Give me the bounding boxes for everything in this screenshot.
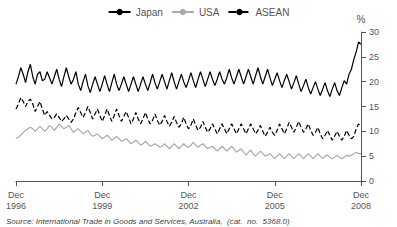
svg-text:Japan: Japan [136, 7, 163, 18]
svg-text:Dec: Dec [353, 190, 370, 200]
svg-text:25: 25 [369, 52, 379, 62]
svg-text:Source: International Trade in: Source: International Trade in Goods and… [6, 217, 290, 226]
svg-text:%: % [357, 14, 366, 25]
svg-text:Dec: Dec [94, 190, 111, 200]
svg-text:USA: USA [199, 7, 220, 18]
svg-text:1999: 1999 [92, 201, 112, 211]
svg-text:Dec: Dec [180, 190, 197, 200]
svg-text:Dec: Dec [267, 190, 284, 200]
svg-text:2002: 2002 [178, 201, 198, 211]
svg-text:10: 10 [369, 126, 379, 136]
svg-text:1996: 1996 [6, 201, 26, 211]
svg-text:5: 5 [369, 151, 374, 161]
svg-text:15: 15 [369, 102, 379, 112]
svg-text:30: 30 [369, 27, 379, 37]
svg-text:ASEAN: ASEAN [255, 7, 289, 18]
svg-text:20: 20 [369, 77, 379, 87]
svg-text:2008: 2008 [351, 201, 371, 211]
svg-text:0: 0 [369, 176, 374, 186]
svg-text:Dec: Dec [8, 190, 25, 200]
svg-text:2005: 2005 [265, 201, 285, 211]
